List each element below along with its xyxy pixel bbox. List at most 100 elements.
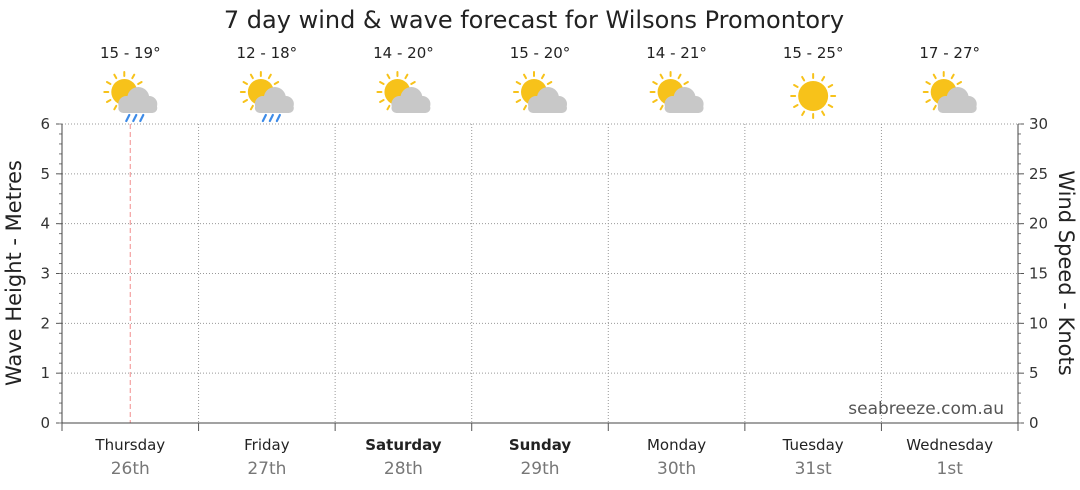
left-axis-title: Wave Height - Metres [2, 160, 26, 386]
left-tick-label: 1 [40, 364, 50, 382]
right-tick-label: 25 [1029, 165, 1048, 183]
day-name: Friday [244, 436, 290, 454]
sun-ray [659, 104, 664, 111]
axes: 0 1 2 3 4 5 6 0 5 10 15 20 25 30 [40, 115, 1048, 432]
left-tick-label: 0 [40, 414, 50, 432]
sun-ray [404, 73, 409, 80]
sun-ray [105, 81, 112, 85]
sun-ray [925, 99, 931, 103]
right-tick-label: 30 [1029, 115, 1048, 133]
sun-disc [798, 81, 829, 111]
sun-ray [793, 104, 799, 108]
day-name: Saturday [365, 436, 442, 454]
temp-range: 15 - 25° [783, 44, 844, 62]
day-date: 27th [247, 459, 286, 479]
sun-cloud-icon [649, 71, 704, 113]
day-column-thursday: 15 - 19° Thursday 26th [94, 44, 165, 479]
sun-ray [683, 81, 689, 85]
left-tick-label: 2 [40, 314, 50, 332]
day-columns: 15 - 19° Thursday 26th 12 - 18° Friday 27th 14… [94, 44, 993, 479]
sun-ray [793, 84, 799, 88]
rain-drop [275, 113, 281, 123]
sun-ray [249, 73, 254, 80]
right-axis-title: Wind Speed - Knots [1054, 170, 1078, 375]
temp-range: 14 - 20° [373, 44, 434, 62]
sun-cloud-icon [376, 71, 431, 113]
cloud-base [937, 103, 977, 113]
sun-ray [379, 81, 385, 85]
sun-cloud-icon [922, 71, 977, 113]
sun-ray [523, 104, 527, 111]
credit-label: seabreeze.com.au [848, 399, 1004, 419]
day-name: Thursday [94, 436, 165, 454]
sun-icon [790, 73, 837, 119]
day-column-saturday: 14 - 20° Saturday 28th [365, 44, 442, 479]
day-column-wednesday: 17 - 27° Wednesday 1st [906, 44, 993, 479]
day-name: Monday [647, 436, 706, 454]
temp-range: 12 - 18° [237, 44, 298, 62]
temp-range: 14 - 21° [646, 44, 707, 62]
chart-title: 7 day wind & wave forecast for Wilsons P… [224, 6, 844, 34]
sun-ray [827, 104, 834, 108]
sun-ray [379, 99, 385, 103]
cloud-base [254, 103, 294, 113]
right-tick-label: 15 [1029, 265, 1048, 283]
cloud-base [664, 103, 704, 113]
sun-ray [515, 81, 522, 85]
sun-cloud-icon [513, 71, 567, 113]
sun-ray [821, 110, 826, 117]
sun-ray [546, 81, 553, 85]
rain-drop [139, 113, 145, 123]
sun-ray [131, 73, 136, 80]
sun-ray [137, 81, 143, 85]
day-column-monday: 14 - 21° Monday 30th [646, 44, 707, 479]
sun-ray [932, 104, 937, 111]
right-tick-label: 20 [1029, 215, 1048, 233]
sun-ray [541, 73, 545, 80]
sun-ray [515, 99, 522, 103]
temp-range: 17 - 27° [919, 44, 980, 62]
temp-range: 15 - 20° [510, 44, 571, 62]
sun-ray [956, 81, 963, 85]
sun-ray [273, 81, 280, 85]
sun-ray [249, 104, 254, 111]
left-tick-label: 6 [40, 115, 50, 133]
sun-ray [386, 73, 391, 80]
left-tick-label: 4 [40, 215, 50, 233]
rain-drop [261, 113, 267, 123]
day-name: Sunday [509, 436, 572, 454]
cloud-base [391, 103, 431, 113]
sun-cloud-rain-icon [103, 71, 158, 123]
cloud-base [118, 103, 158, 113]
rain-drop [268, 113, 274, 123]
sun-ray [950, 73, 955, 80]
right-tick-label: 10 [1029, 314, 1048, 332]
grid-layer [62, 123, 1018, 423]
day-name: Tuesday [782, 436, 844, 454]
sun-ray [113, 73, 118, 80]
sun-ray [523, 73, 527, 80]
day-column-sunday: 15 - 20° Sunday 29th [509, 44, 572, 479]
rain-drop [125, 113, 131, 123]
sun-ray [652, 81, 658, 85]
sun-ray [242, 81, 249, 85]
rain-drop [132, 113, 138, 123]
day-date: 29th [520, 459, 559, 479]
temp-range: 15 - 19° [100, 44, 161, 62]
left-tick-label: 5 [40, 165, 50, 183]
left-tick-label: 3 [40, 265, 50, 283]
sun-ray [659, 73, 664, 80]
cloud-base [528, 103, 567, 113]
sun-ray [801, 75, 806, 82]
day-name: Wednesday [906, 436, 993, 454]
sun-ray [267, 73, 272, 80]
sun-ray [410, 81, 416, 85]
sun-ray [932, 73, 937, 80]
day-date: 26th [111, 459, 150, 479]
day-date: 1st [937, 459, 964, 479]
sun-ray [801, 110, 806, 117]
right-tick-label: 5 [1029, 364, 1039, 382]
sun-cloud-rain-icon [239, 71, 294, 123]
day-column-friday: 12 - 18° Friday 27th [237, 44, 298, 479]
